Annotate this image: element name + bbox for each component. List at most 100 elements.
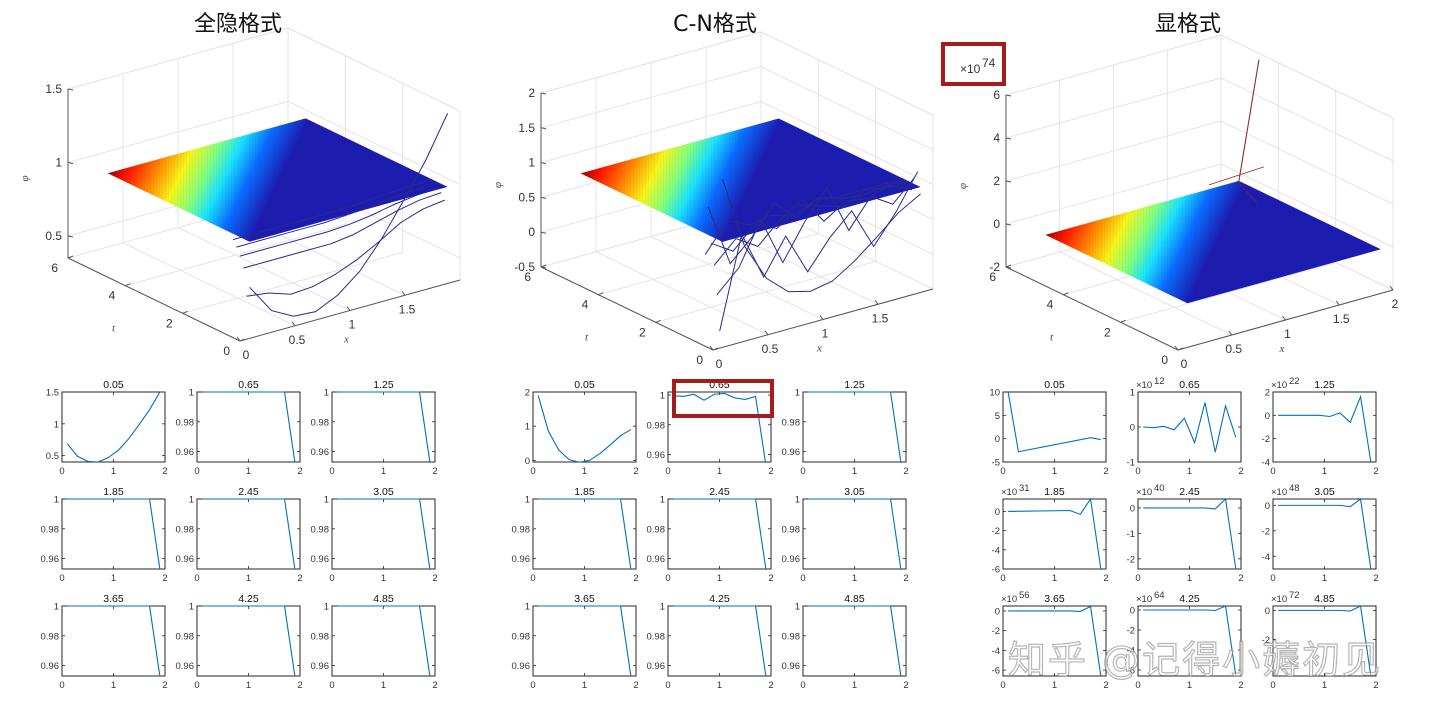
- y-tick-label: 0.96: [782, 661, 801, 672]
- profile-line: [67, 605, 161, 676]
- y-tick-label: 0.98: [41, 524, 60, 535]
- subplot-3.65: 0 1 2 0.96 0.98 1 3.65: [512, 593, 639, 691]
- t-tick-label: 4: [582, 298, 589, 312]
- y-tick-label: -2: [1127, 554, 1135, 565]
- subplot-2.45: 0 1 2 0.96 0.98 1 2.45: [176, 486, 303, 584]
- y-exponent-label: ×10: [1001, 594, 1017, 605]
- x-axis-label: x: [1279, 343, 1285, 355]
- y-tick-label: 1: [660, 602, 665, 613]
- y-tick-label: 0: [525, 456, 530, 467]
- x-tick-label: 0: [194, 680, 199, 691]
- subplot-axes-box: [532, 391, 637, 463]
- surface-panel-3: -2 0 2 4 6 0 0.5 1 1.5 2 0 2 4 6 x t φ 显格式 ×10 74: [957, 12, 1399, 371]
- x-tick-label: 1: [246, 680, 251, 691]
- x-tick-label: 0: [1270, 466, 1275, 477]
- subplot-title: 1.25: [844, 379, 865, 391]
- y-tick-label: -1: [1127, 529, 1135, 540]
- subplot-title: 0.05: [103, 379, 124, 391]
- y-tick-label: -1: [1127, 458, 1135, 469]
- y-tick-label: 1: [660, 495, 665, 506]
- y-tick-label: 0.96: [512, 661, 531, 672]
- profile-line: [1278, 498, 1372, 569]
- x-tick-label: 0: [1000, 573, 1005, 584]
- y-tick-label: 0.96: [176, 661, 195, 672]
- subplot-title: 3.65: [1044, 593, 1065, 605]
- y-tick-label: 1: [525, 495, 530, 506]
- y-tick-label: 0.96: [647, 661, 666, 672]
- subplot-3.65: 0 1 2 0.96 0.98 1 3.65: [41, 593, 168, 691]
- y-tick-label: 1: [525, 602, 530, 613]
- x-tick-label: 2: [903, 573, 908, 584]
- y-tick-label: 2: [1265, 388, 1270, 399]
- x-tick-label: 1.5: [399, 302, 416, 316]
- z-tick-label: 1.5: [45, 82, 62, 96]
- profile-line: [67, 498, 161, 569]
- y-tick-label: 1: [54, 419, 59, 430]
- x-tick-label: 2: [1373, 680, 1378, 691]
- z-tick-label: 1.5: [518, 121, 535, 135]
- subplot-axes-box: [802, 498, 907, 570]
- y-exponent-label: ×10: [1001, 487, 1017, 498]
- subplot-3.05: 0 1 2 -4 -2 0 3.05 ×10 48: [1262, 483, 1379, 584]
- x-tick-label: 1: [381, 466, 386, 477]
- x-tick-label: 0: [59, 573, 64, 584]
- y-tick-label: -2: [992, 526, 1000, 537]
- t-tick-label: 6: [51, 261, 58, 275]
- profile-line: [1278, 394, 1372, 462]
- subplot-axes-box: [1272, 391, 1377, 463]
- x-tick-label: 1: [1052, 573, 1057, 584]
- highlight-box-exponent: [941, 42, 1006, 86]
- profile-line: [66, 391, 161, 462]
- x-tick-label: 2: [1392, 297, 1399, 311]
- z-exponent-power: 74: [982, 56, 996, 70]
- x-tick-label: 1: [1322, 680, 1327, 691]
- x-tick-label: 2: [297, 680, 302, 691]
- x-tick-label: 0: [530, 466, 535, 477]
- x-tick-label: 0: [800, 680, 805, 691]
- axes: -2 0 2 4 6 0 0.5 1 1.5 2 0 2 4 6 x t φ: [957, 88, 1399, 371]
- x-tick-label: 0: [329, 680, 334, 691]
- subplot-axes-box: [532, 498, 637, 570]
- x-tick-label: 1: [717, 573, 722, 584]
- y-tick-label: 0.98: [647, 631, 666, 642]
- y-tick-label: 0.98: [512, 524, 531, 535]
- watermark: 知乎 @记得小薅初见: [1008, 638, 1382, 682]
- profile-line: [808, 498, 902, 569]
- profile-line: [808, 605, 902, 676]
- profile-line: [202, 498, 296, 569]
- x-tick-label: 2: [162, 680, 167, 691]
- subplot-axes-box: [667, 391, 772, 463]
- subplot-title: 0.05: [574, 379, 595, 391]
- x-tick-label: 1: [1187, 573, 1192, 584]
- subplot-title: 1.25: [373, 379, 394, 391]
- subplot-title: 2.45: [238, 486, 259, 498]
- profile-line: [1278, 605, 1372, 676]
- y-tick-label: -4: [992, 545, 1000, 556]
- subplot-1.85: 0 1 2 0.96 0.98 1 1.85: [512, 486, 639, 584]
- subplot-axes-box: [667, 498, 772, 570]
- x-tick-label: 1: [852, 680, 857, 691]
- y-tick-label: 1: [189, 388, 194, 399]
- x-tick-label: 0: [59, 680, 64, 691]
- z-tick-label: 0: [528, 225, 535, 239]
- y-tick-label: 0.96: [311, 447, 330, 458]
- y-tick-label: 0.96: [176, 447, 195, 458]
- subplot-title: 4.85: [1314, 593, 1335, 605]
- y-tick-label: 0.96: [647, 554, 666, 565]
- profile-line: [673, 605, 767, 676]
- y-tick-label: -2: [1127, 626, 1135, 637]
- x-tick-label: 1: [822, 327, 829, 341]
- x-tick-label: 2: [768, 573, 773, 584]
- y-tick-label: 0: [1130, 423, 1135, 434]
- subplot-3.05: 0 1 2 0.96 0.98 1 3.05: [311, 486, 438, 584]
- z-tick-label: 2: [993, 174, 1000, 188]
- subplot-axes-box: [1272, 605, 1377, 677]
- y-tick-label: 0.98: [782, 631, 801, 642]
- y-tick-label: 0.96: [782, 447, 801, 458]
- z-tick-label: 4: [993, 131, 1000, 145]
- subplot-3.65: 0 1 2 -6 -4 -2 0 3.65 ×10 56: [992, 590, 1109, 691]
- subplot-1.85: 0 1 2 -6 -4 -2 0 1.85 ×10 31: [992, 483, 1109, 584]
- y-exponent-label: ×10: [1271, 380, 1287, 391]
- x-tick-label: 0: [530, 573, 535, 584]
